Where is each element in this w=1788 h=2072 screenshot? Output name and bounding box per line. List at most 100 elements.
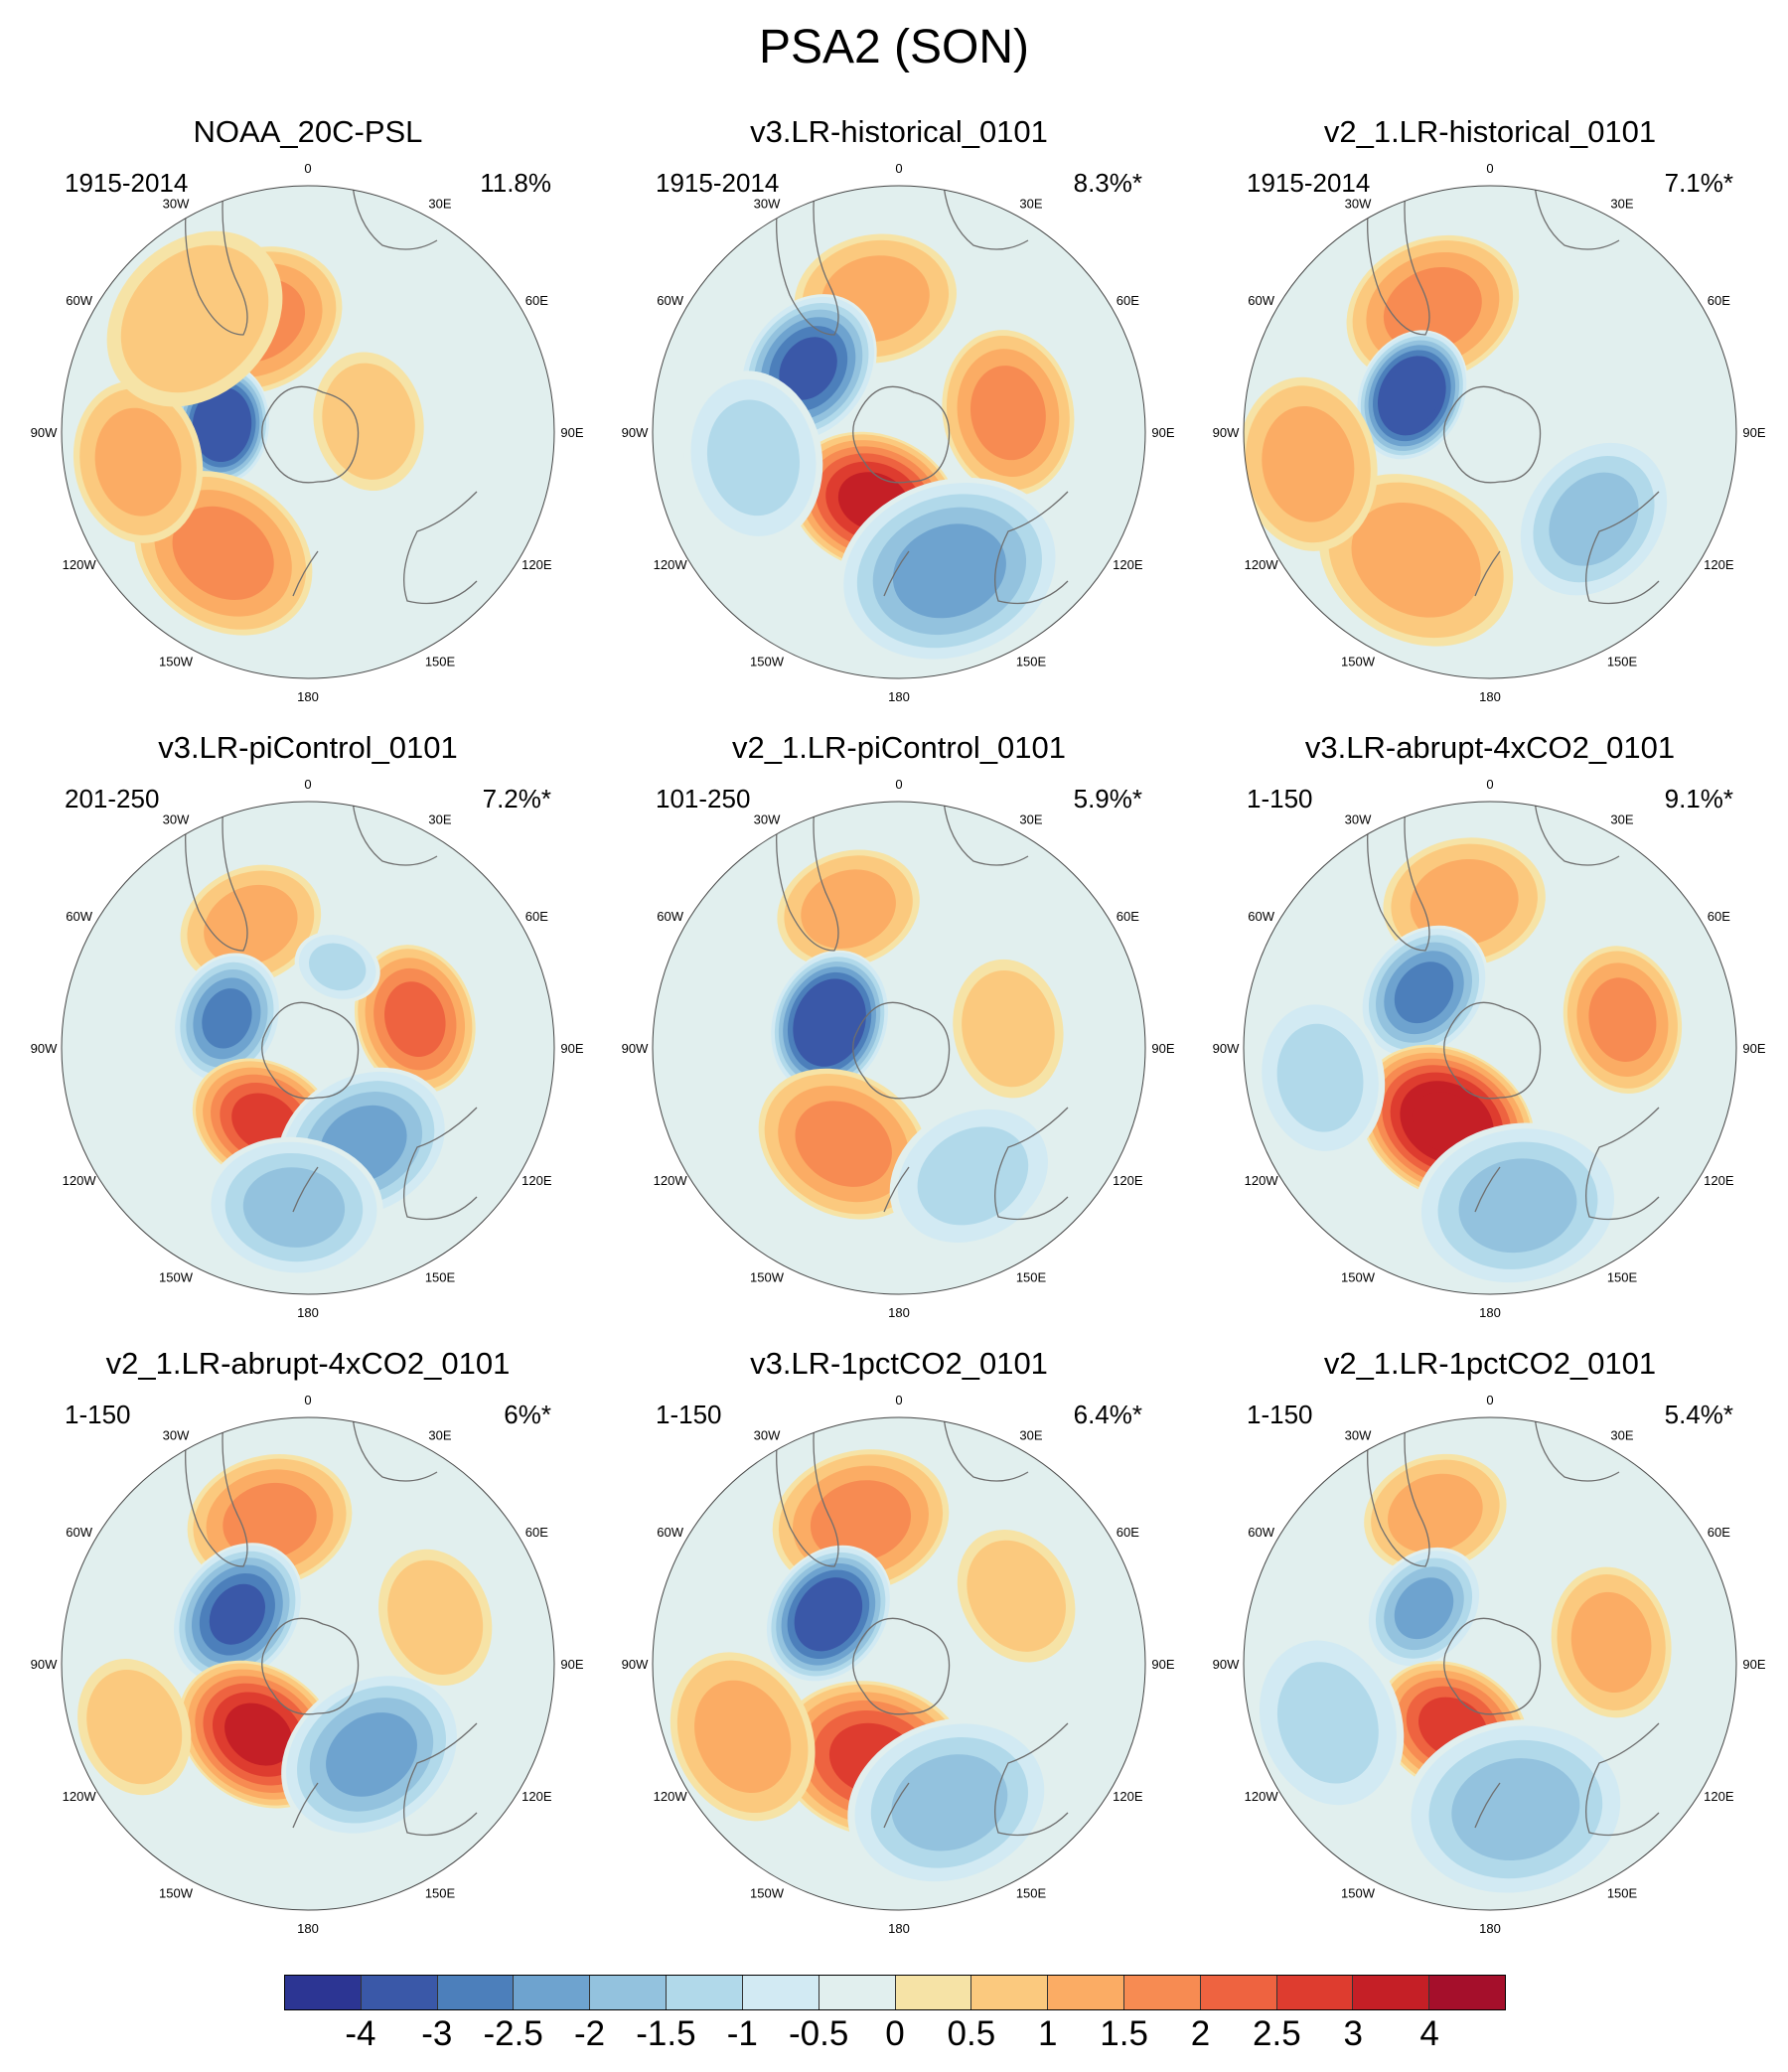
south-america-coastline <box>185 186 248 336</box>
anomaly-contour <box>1394 1577 1454 1640</box>
map-panel: v3.LR-piControl_0101 201-250 7.2%* 0 30E 60E 9… <box>10 730 606 1346</box>
anomaly-contour <box>803 1586 854 1642</box>
south-america-coastline <box>1367 186 1430 336</box>
antarctica-coastline <box>1443 1001 1542 1100</box>
longitude-label: 90E <box>560 1657 583 1672</box>
longitude-label: 90W <box>1213 1041 1240 1056</box>
map-panel: v2_1.LR-piControl_0101 101-250 5.9%* 0 30E 60… <box>601 730 1197 1346</box>
longitude-label: 90W <box>622 1041 649 1056</box>
panel-title: v2_1.LR-1pctCO2_0101 <box>1323 1346 1657 1381</box>
panel-period: 1915-2014 <box>65 168 189 198</box>
longitude-label: 90W <box>1213 1657 1240 1672</box>
anomaly-contour <box>1458 1158 1577 1254</box>
australia-coastline <box>994 491 1069 605</box>
anomaly-contour <box>1570 1591 1652 1694</box>
colorbar-tick-label: 1 <box>1038 2014 1058 2053</box>
longitude-label: 120W <box>1245 1789 1279 1804</box>
anomaly-contour <box>1383 363 1440 429</box>
longitude-label: 120W <box>63 1789 97 1804</box>
longitude-label: 150W <box>159 1885 194 1900</box>
africa-coastline <box>1534 1417 1620 1482</box>
map-border <box>61 185 555 679</box>
australia-coastline <box>994 1107 1069 1221</box>
anomaly-contour <box>1412 1092 1482 1154</box>
new-zealand-coastline <box>1474 1166 1501 1213</box>
longitude-label: 60W <box>1248 293 1274 308</box>
anomaly-contour <box>891 1754 1008 1851</box>
panel-period: 1915-2014 <box>656 168 780 198</box>
australia-coastline <box>403 1722 478 1837</box>
antarctica-coastline <box>1443 385 1542 484</box>
panel-title: v2_1.LR-piControl_0101 <box>731 730 1067 765</box>
longitude-label: 30E <box>1610 813 1633 827</box>
colorbar-box <box>514 1976 591 2009</box>
panel-variance: 5.4%* <box>1664 1400 1733 1429</box>
colorbar-box <box>895 1976 972 2009</box>
map-panel: v3.LR-historical_0101 1915-2014 8.3%* 0 30E 6… <box>601 114 1197 730</box>
longitude-label: 150W <box>159 654 194 668</box>
longitude-label: 120E <box>522 557 552 572</box>
africa-coastline <box>1534 186 1620 250</box>
colorbar-tick-label: -3 <box>421 2014 453 2053</box>
longitude-label: 60W <box>66 909 92 924</box>
polar-map: 0 30E 60E 90E 120E 150E 180 150W 120W 90W 60W 30W <box>622 1393 1175 1936</box>
panel-period: 1-150 <box>1247 1400 1313 1429</box>
map-border <box>652 185 1146 679</box>
south-america-coastline <box>776 802 839 952</box>
longitude-label: 120E <box>1704 1173 1734 1188</box>
longitude-label: 150W <box>750 1885 785 1900</box>
south-america-coastline <box>776 186 839 336</box>
longitude-label: 120W <box>654 1173 688 1188</box>
longitude-label: 60W <box>66 1525 92 1540</box>
australia-coastline <box>1585 1107 1660 1221</box>
map-panel: v3.LR-abrupt-4xCO2_0101 1-150 9.1%* 0 30E 60E… <box>1192 730 1788 1346</box>
longitude-label: 60E <box>1117 909 1139 924</box>
longitude-label: 30E <box>1019 813 1042 827</box>
longitude-label: 120W <box>63 1173 97 1188</box>
anomaly-contour <box>86 1669 183 1785</box>
map-border <box>652 1416 1146 1911</box>
anomaly-contour <box>1383 266 1482 352</box>
anomaly-contour <box>197 393 247 456</box>
longitude-label: 30W <box>754 197 781 212</box>
anomaly-contour <box>322 363 415 480</box>
colorbar-box <box>1123 1976 1201 2009</box>
longitude-label: 60W <box>1248 909 1274 924</box>
longitude-label: 30W <box>163 197 190 212</box>
panel-title: v3.LR-abrupt-4xCO2_0101 <box>1304 730 1676 765</box>
longitude-label: 180 <box>888 689 910 704</box>
panel-title: v3.LR-1pctCO2_0101 <box>750 1346 1048 1381</box>
antarctica-coastline <box>852 1001 951 1100</box>
panel-period: 1-150 <box>65 1400 131 1429</box>
colorbar-tick-label: -2.5 <box>483 2014 543 2053</box>
longitude-label: 120W <box>1245 557 1279 572</box>
longitude-label: 150E <box>425 654 456 668</box>
anomaly-contour <box>694 1680 792 1794</box>
anomaly-contour <box>326 1712 417 1797</box>
longitude-label: 60E <box>1117 293 1139 308</box>
longitude-label: 60E <box>525 1525 548 1540</box>
longitude-label: 120E <box>1704 1789 1734 1804</box>
anomaly-contour <box>384 981 446 1057</box>
colorbar-box <box>667 1976 743 2009</box>
anomaly-contour <box>1262 405 1355 522</box>
longitude-label: 30W <box>754 1428 781 1443</box>
longitude-label: 180 <box>297 689 319 704</box>
africa-coastline <box>352 186 438 250</box>
colorbar-labels: -4 -3 -2.5 -2 -1.5 -1 -0.5 0 0.5 1 1.5 2 2.5 3 4 <box>0 2014 1788 2054</box>
longitude-label: 30E <box>1610 197 1633 212</box>
longitude-label: 60W <box>66 293 92 308</box>
africa-coastline <box>352 802 438 866</box>
colorbar-tick-label: 1.5 <box>1100 2014 1148 2053</box>
polar-map: 0 30E 60E 90E 120E 150E 180 150W 120W 90W 60W 30W <box>31 1393 584 1936</box>
map-border <box>1243 1416 1737 1911</box>
new-zealand-coastline <box>883 1782 910 1829</box>
colorbar-box <box>819 1976 896 2009</box>
longitude-label: 180 <box>888 1305 910 1320</box>
longitude-label: 150E <box>1016 654 1047 668</box>
longitude-label: 150E <box>1607 1269 1638 1284</box>
longitude-label: 150E <box>1607 654 1638 668</box>
colorbar-tick-label: -1 <box>726 2014 758 2053</box>
map-panel: v2_1.LR-abrupt-4xCO2_0101 1-150 6%* 0 30E 60E… <box>10 1346 606 1962</box>
africa-coastline <box>352 1417 438 1482</box>
